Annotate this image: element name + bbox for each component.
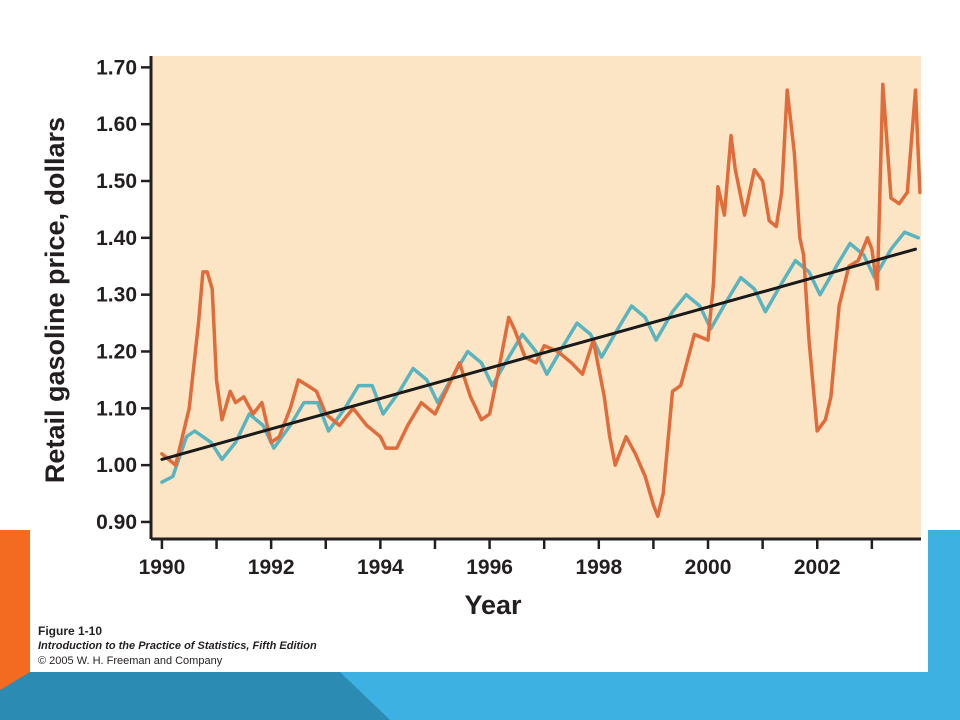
tick-layer: 0.90 1.00 1.10 1.20 1.30 1.40 1.50 1.60 1.70 1990…: [96, 56, 874, 579]
y-axis-label: Retail gasoline price, dollars: [40, 117, 70, 483]
slide-accent-orange: [0, 530, 38, 720]
x-axis-label: Year: [464, 590, 522, 620]
x-tick-label: 1998: [575, 556, 622, 579]
y-tick-label: 1.30: [96, 284, 137, 307]
y-tick-label: 1.20: [96, 340, 137, 363]
figure-caption: Figure 1-10 Introduction to the Practice…: [38, 624, 538, 669]
y-tick-label: 1.10: [96, 397, 137, 420]
y-tick-label: 0.90: [96, 511, 137, 534]
x-tick-label: 1994: [357, 556, 404, 579]
x-tick-label: 1992: [248, 556, 295, 579]
caption-book-title: Introduction to the Practice of Statisti…: [38, 640, 317, 652]
x-tick-label: 1990: [139, 556, 186, 579]
caption-copyright: © 2005 W. H. Freeman and Company: [38, 655, 223, 667]
slide-accent-blue: [300, 530, 960, 720]
series-line-actual: [160, 82, 922, 519]
series-line-trend: [160, 247, 917, 461]
x-tick-label: 1996: [466, 556, 513, 579]
y-tick-label: 1.70: [96, 56, 137, 79]
slide-accent-teal: [0, 672, 390, 720]
y-tick-label: 1.00: [96, 454, 137, 477]
series-layer: [160, 82, 922, 519]
x-tick-label: 2002: [794, 556, 841, 579]
axis-layer: [149, 56, 921, 541]
y-tick-label: 1.40: [96, 227, 137, 250]
x-tick-label: 2000: [685, 556, 732, 579]
y-tick-label: 1.50: [96, 170, 137, 193]
y-tick-label: 1.60: [96, 113, 137, 136]
caption-figure-number: Figure 1-10: [38, 624, 103, 638]
